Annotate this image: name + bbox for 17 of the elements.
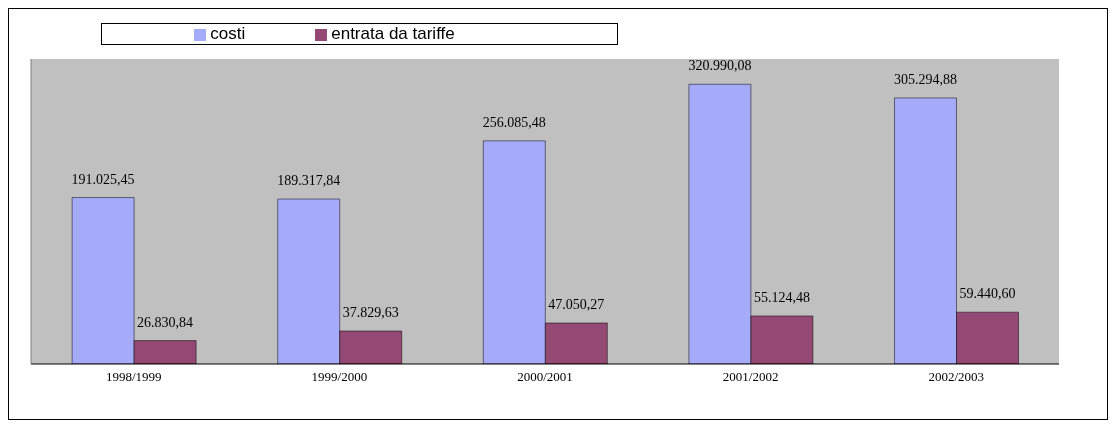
data-label: 320.990,08 [688, 58, 752, 74]
data-label: 37.829,63 [342, 305, 399, 321]
data-label: 305.294,88 [894, 71, 958, 87]
x-tick-label: 1998/1999 [105, 369, 162, 385]
data-label: 55.124,48 [753, 289, 810, 305]
data-label: 59.440,60 [959, 286, 1016, 302]
x-tick-label: 2000/2001 [517, 369, 573, 385]
data-label: 189.317,84 [277, 173, 341, 189]
x-tick-label: 1999/2000 [311, 369, 368, 385]
legend-label: costi [210, 24, 246, 43]
data-label: 191.025,45 [71, 171, 135, 187]
x-tick-label: 2002/2003 [928, 369, 985, 385]
data-label: 26.830,84 [137, 314, 194, 330]
x-tick-label: 2001/2002 [722, 369, 779, 385]
legend-label: entrata da tariffe [331, 24, 455, 43]
data-label: 47.050,27 [548, 297, 605, 312]
data-label: 256.085,48 [482, 114, 546, 130]
